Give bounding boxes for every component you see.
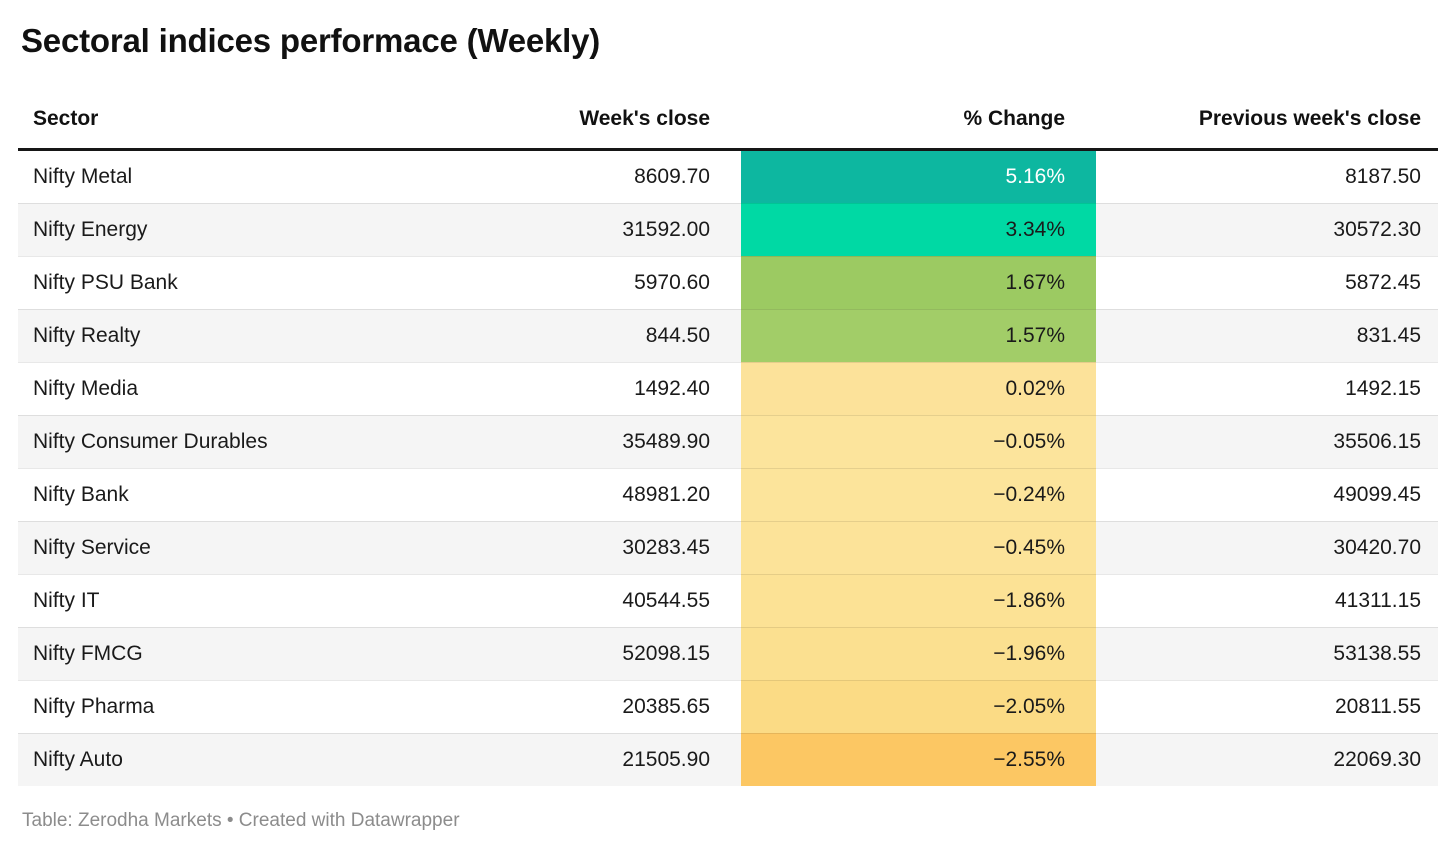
cell-sector: Nifty Energy [18,203,418,257]
page-container: Sectoral indices performace (Weekly) Sec… [18,22,1438,831]
cell-change: −1.86% [741,574,1096,628]
cell-change: −2.55% [741,733,1096,786]
table-row: Nifty Auto 21505.90 −2.55% 22069.30 [18,733,1438,786]
cell-prev: 35506.15 [1096,415,1438,469]
cell-close: 21505.90 [622,747,710,771]
cell-change: −0.05% [741,415,1096,469]
cell-close: 5970.60 [418,256,741,310]
page-title: Sectoral indices performace (Weekly) [21,22,601,59]
column-header-previous-weeks-close: Previous week's close [1096,105,1438,151]
table-row: Nifty Bank 48981.20 −0.24% 49099.45 [18,468,1438,522]
table-body: Nifty Metal 8609.70 5.16% 8187.50 Nifty Ener… [18,149,1438,786]
cell-close: 40544.55 [418,574,741,628]
column-header-pct-change: % Change [741,105,1096,151]
cell-change: −1.96% [741,627,1096,681]
cell-sector: Nifty IT [18,574,418,628]
cell-sector: Nifty Bank [18,468,418,522]
table-row: Nifty Consumer Durables 35489.90 −0.05% 355… [18,415,1438,469]
cell-change: 1.57% [741,309,1096,363]
column-header-weeks-close: Week's close [418,105,741,151]
cell-prev: 1492.15 [1096,362,1438,416]
cell-prev: 53138.55 [1096,627,1438,681]
cell-sector: Nifty PSU Bank [18,256,418,310]
column-header-sector: Sector [18,105,418,151]
table-row: Nifty IT 40544.55 −1.86% 41311.15 [18,574,1438,628]
cell-prev: 22069.30 [1333,747,1421,771]
table-row: Nifty Service 30283.45 −0.45% 30420.70 [18,521,1438,575]
cell-change: 0.02% [741,362,1096,416]
cell-prev: 831.45 [1096,309,1438,363]
sectoral-indices-table: Sector Week's close % Change Previous we… [18,105,1438,786]
cell-sector: Nifty Metal [18,149,418,204]
cell-prev: 5872.45 [1096,256,1438,310]
table-row: Nifty PSU Bank 5970.60 1.67% 5872.45 [18,256,1438,310]
cell-close: 20385.65 [418,680,741,734]
cell-sector: Nifty Auto [33,747,123,771]
cell-close: 48981.20 [418,468,741,522]
cell-sector: Nifty Pharma [18,680,418,734]
cell-prev: 41311.15 [1096,574,1438,628]
cell-prev: 30420.70 [1096,521,1438,575]
cell-close: 52098.15 [418,627,741,681]
cell-change: 5.16% [741,149,1096,204]
table-header: Sector Week's close % Change Previous we… [18,105,1438,151]
cell-change: −0.45% [741,521,1096,575]
cell-change: 1.67% [741,256,1096,310]
table-row: Nifty Realty 844.50 1.57% 831.45 [18,309,1438,363]
cell-prev: 20811.55 [1096,680,1438,734]
cell-close: 30283.45 [418,521,741,575]
cell-change: −2.05% [741,680,1096,734]
cell-prev: 30572.30 [1096,203,1438,257]
table-row: Nifty Pharma 20385.65 −2.05% 20811.55 [18,680,1438,734]
cell-close: 35489.90 [418,415,741,469]
cell-sector: Nifty Media [18,362,418,416]
cell-sector: Nifty Consumer Durables [18,415,418,469]
cell-prev: 8187.50 [1096,149,1438,204]
cell-sector: Nifty Service [18,521,418,575]
cell-prev: 49099.45 [1096,468,1438,522]
cell-close: 8609.70 [418,149,741,204]
header-row: Sector Week's close % Change Previous we… [18,105,1438,151]
table-source-note: Table: Zerodha Markets • Created with Da… [22,809,460,831]
cell-close: 31592.00 [418,203,741,257]
table-row: Nifty FMCG 52098.15 −1.96% 53138.55 [18,627,1438,681]
cell-change: 3.34% [741,203,1096,257]
table-row: Nifty Metal 8609.70 5.16% 8187.50 [18,149,1438,204]
cell-sector: Nifty FMCG [18,627,418,681]
cell-close: 844.50 [418,309,741,363]
cell-change: −0.24% [741,468,1096,522]
cell-sector: Nifty Realty [18,309,418,363]
cell-close: 1492.40 [418,362,741,416]
table-row: Nifty Energy 31592.00 3.34% 30572.30 [18,203,1438,257]
table-row: Nifty Media 1492.40 0.02% 1492.15 [18,362,1438,416]
